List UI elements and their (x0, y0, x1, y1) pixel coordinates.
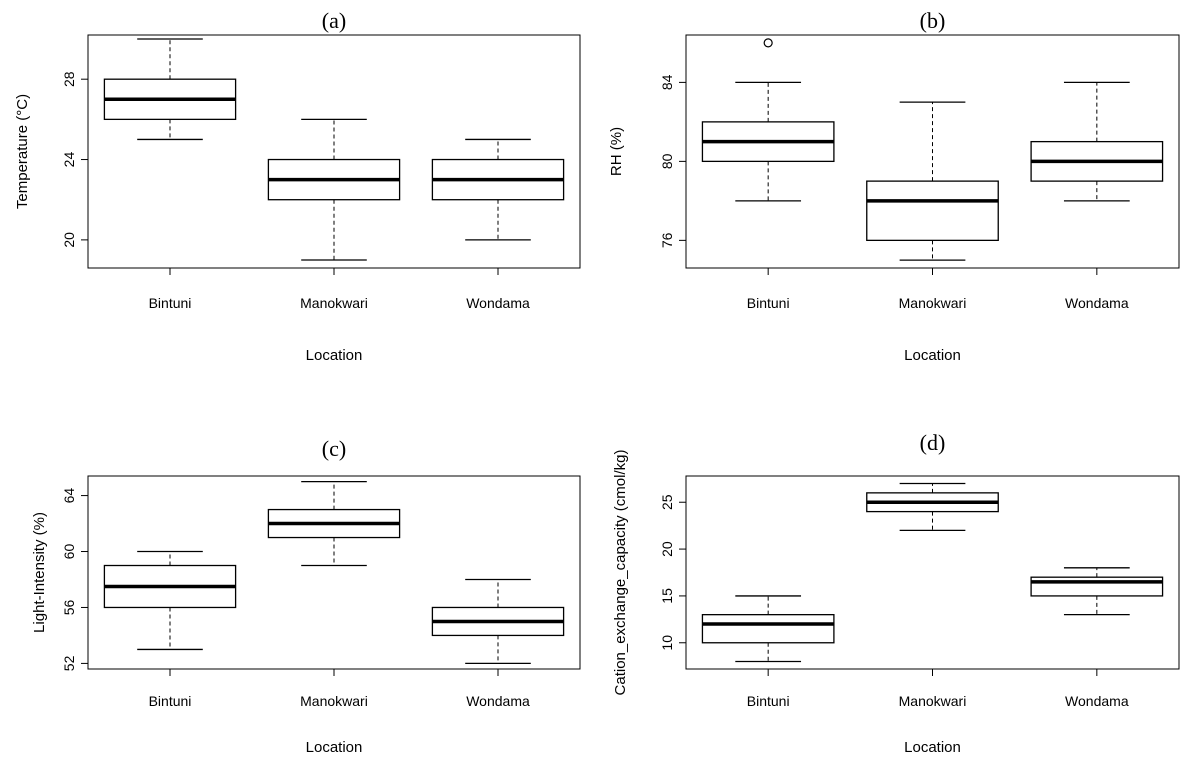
x-tick-label: Manokwari (899, 295, 967, 311)
y-tick-label: 84 (659, 74, 675, 90)
box-manokwari (267, 480, 401, 567)
y-axis-label: Light-Intensity (%) (31, 512, 48, 633)
y-axis-label: Temperature (°C) (14, 94, 31, 209)
x-tick-label: Wondama (1065, 295, 1129, 311)
panel-title: (b) (920, 8, 946, 33)
x-axis-label: Location (306, 739, 363, 756)
x-tick-label: Manokwari (300, 693, 368, 709)
x-tick-label: Wondama (1065, 693, 1129, 709)
y-axis-label: RH (%) (608, 127, 625, 176)
iqr-box (701, 614, 835, 644)
y-tick-label: 15 (659, 588, 675, 604)
y-tick-label: 80 (659, 153, 675, 169)
x-tick-label: Manokwari (899, 693, 967, 709)
panel-title: (a) (322, 8, 346, 33)
y-tick-label: 24 (61, 152, 77, 168)
y-tick-label: 52 (61, 655, 77, 671)
box-bintuni (701, 38, 835, 202)
box-manokwari (866, 482, 999, 531)
x-tick-label: Wondama (466, 295, 530, 311)
x-axis-label: Location (904, 739, 961, 756)
y-tick-label: 64 (61, 488, 77, 504)
box-bintuni (103, 550, 237, 651)
y-tick-label: 76 (659, 232, 675, 248)
y-tick-label: 20 (659, 541, 675, 557)
x-axis-label: Location (306, 347, 363, 364)
box-wondama (431, 138, 565, 241)
x-tick-label: Manokwari (300, 295, 368, 311)
y-tick-label: 56 (61, 599, 77, 615)
panel-title: (d) (920, 430, 946, 455)
y-axis-label: Cation_exchange_capacity (cmol/kg) (612, 450, 629, 696)
x-axis-label: Location (904, 347, 961, 364)
x-tick-label: Wondama (466, 693, 530, 709)
panel-title: (c) (322, 436, 346, 461)
y-tick-label: 10 (659, 635, 675, 651)
y-tick-label: 20 (61, 232, 77, 248)
y-tick-label: 60 (61, 544, 77, 560)
box-wondama (1030, 81, 1164, 202)
box-wondama (431, 578, 565, 665)
box-bintuni (103, 38, 237, 141)
x-tick-label: Bintuni (747, 295, 790, 311)
panel-b: (b) Location RH (%) 76 80 84 Bintuni Manokwari W… (608, 8, 1180, 364)
y-tick-label: 25 (659, 494, 675, 510)
box-manokwari (866, 101, 999, 261)
panel-d: (d) Location Cation_exchange_capacity (cmo… (612, 430, 1180, 756)
panel-c: (c) Location Light-Intensity (%) 52 56 60 64 Bi… (31, 436, 581, 756)
outlier-point (763, 38, 773, 48)
box-manokwari (267, 118, 401, 261)
panel-a: (a) Location Temperature (°C) 20 24 28 Bintuni… (14, 8, 581, 364)
box-wondama (1030, 567, 1164, 616)
iqr-box (866, 180, 999, 242)
x-tick-label: Bintuni (149, 693, 192, 709)
iqr-box (1030, 576, 1164, 597)
box-bintuni (701, 595, 835, 663)
x-tick-label: Bintuni (149, 295, 192, 311)
x-tick-label: Bintuni (747, 693, 790, 709)
y-tick-label: 28 (61, 71, 77, 87)
